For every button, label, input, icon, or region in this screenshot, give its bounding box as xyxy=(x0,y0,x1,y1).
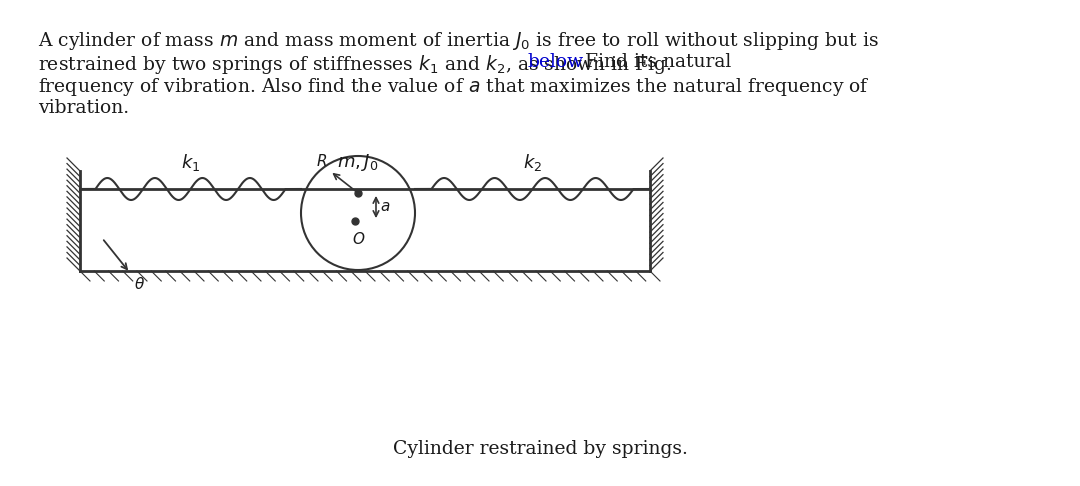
Text: $k_1$: $k_1$ xyxy=(180,152,200,173)
Text: frequency of vibration. Also find the value of $a$ that maximizes the natural fr: frequency of vibration. Also find the va… xyxy=(38,76,870,98)
Text: A cylinder of mass $m$ and mass moment of inertia $J_0$ is free to roll without : A cylinder of mass $m$ and mass moment o… xyxy=(38,30,879,52)
Text: $O$: $O$ xyxy=(352,231,366,247)
Text: restrained by two springs of stiffnesses $k_1$ and $k_2$, as shown in Fig.: restrained by two springs of stiffnesses… xyxy=(38,53,674,76)
Text: $k_2$: $k_2$ xyxy=(523,152,542,173)
Text: below: below xyxy=(527,53,583,71)
Text: $m, J_0$: $m, J_0$ xyxy=(337,152,379,173)
Text: $a$: $a$ xyxy=(380,200,390,214)
Text: $\theta$: $\theta$ xyxy=(134,276,145,292)
Text: vibration.: vibration. xyxy=(38,99,130,117)
Text: Cylinder restrained by springs.: Cylinder restrained by springs. xyxy=(392,440,688,458)
Text: Find its natural: Find its natural xyxy=(573,53,731,71)
Text: $R$: $R$ xyxy=(315,153,327,169)
